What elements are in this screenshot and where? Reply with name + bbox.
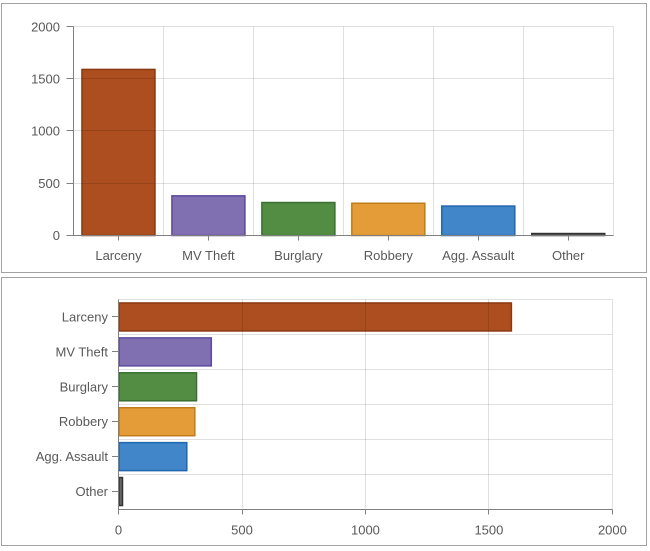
svg-text:Burglary: Burglary: [60, 379, 109, 394]
svg-text:Other: Other: [75, 484, 108, 499]
svg-text:2000: 2000: [31, 20, 60, 35]
svg-text:500: 500: [231, 523, 253, 538]
svg-text:2000: 2000: [598, 523, 627, 538]
svg-text:1500: 1500: [474, 523, 503, 538]
svg-text:Agg. Assault: Agg. Assault: [442, 248, 515, 263]
svg-text:0: 0: [115, 523, 122, 538]
svg-text:1000: 1000: [31, 124, 60, 139]
svg-text:Other: Other: [552, 248, 585, 263]
svg-text:Robbery: Robbery: [364, 248, 414, 263]
svg-text:1500: 1500: [31, 72, 60, 87]
svg-text:Agg. Assault: Agg. Assault: [36, 449, 109, 464]
svg-text:Larceny: Larceny: [62, 310, 109, 325]
svg-text:1000: 1000: [351, 523, 380, 538]
svg-text:Robbery: Robbery: [59, 414, 109, 429]
svg-text:Burglary: Burglary: [274, 248, 323, 263]
svg-text:0: 0: [53, 228, 60, 243]
svg-text:MV Theft: MV Theft: [55, 344, 108, 359]
svg-text:Larceny: Larceny: [95, 248, 142, 263]
svg-text:MV Theft: MV Theft: [182, 248, 235, 263]
svg-text:500: 500: [38, 176, 60, 191]
